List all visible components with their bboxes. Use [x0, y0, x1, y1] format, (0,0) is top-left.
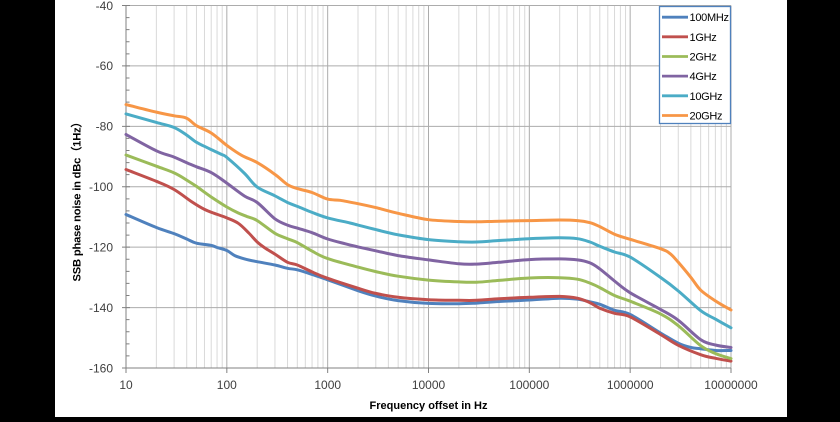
- svg-text:-80: -80: [96, 120, 114, 134]
- svg-text:1000: 1000: [314, 378, 341, 392]
- svg-text:2GHz: 2GHz: [690, 52, 717, 64]
- svg-text:10GHz: 10GHz: [690, 91, 723, 103]
- svg-text:-120: -120: [89, 241, 113, 255]
- svg-text:1GHz: 1GHz: [690, 32, 717, 44]
- svg-text:Frequency offset in Hz: Frequency offset in Hz: [370, 400, 488, 412]
- svg-text:SSB phase noise in dBc（1Hz）: SSB phase noise in dBc（1Hz）: [71, 117, 84, 282]
- svg-text:-160: -160: [89, 361, 113, 375]
- svg-text:10000: 10000: [412, 378, 446, 392]
- svg-text:10: 10: [119, 378, 133, 392]
- svg-text:-40: -40: [96, 0, 114, 13]
- svg-text:4GHz: 4GHz: [690, 71, 717, 83]
- svg-text:-60: -60: [96, 59, 114, 73]
- svg-text:100MHz: 100MHz: [690, 12, 729, 24]
- svg-text:1000000: 1000000: [607, 378, 654, 392]
- svg-text:10000000: 10000000: [704, 378, 758, 392]
- svg-text:-140: -140: [89, 301, 113, 315]
- svg-text:100: 100: [217, 378, 237, 392]
- svg-text:100000: 100000: [509, 378, 549, 392]
- svg-text:20GHz: 20GHz: [690, 111, 723, 123]
- svg-text:-100: -100: [89, 180, 113, 194]
